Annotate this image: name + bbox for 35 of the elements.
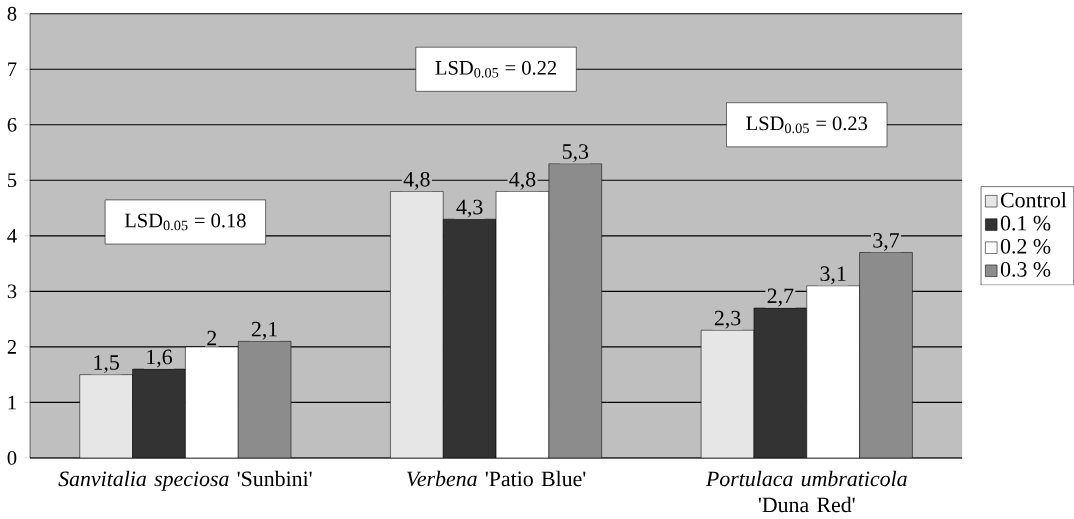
y-tick-label: 8	[7, 6, 17, 21]
legend-label: 0.1 %	[1000, 215, 1051, 231]
data-label: 2,1	[251, 321, 277, 340]
x-tick-label: Verbena 'Patio Blue'	[407, 470, 586, 487]
bar	[806, 285, 860, 458]
y-tick-label: 6	[7, 117, 17, 132]
bar	[185, 346, 239, 458]
data-label: 3,1	[820, 266, 846, 285]
data-label: 5,3	[562, 144, 589, 162]
y-tick-label: 4	[7, 229, 17, 243]
data-label: 4,8	[403, 171, 430, 190]
data-label: 3,7	[873, 233, 900, 251]
annotation: LSD$_{0.05}$ = 0.22	[435, 60, 557, 78]
y-tick-label: 3	[7, 284, 17, 299]
data-label: 2,7	[767, 288, 794, 307]
bar	[700, 329, 755, 458]
y-tick-label: 1	[8, 395, 16, 410]
legend-label: Control	[1000, 192, 1067, 208]
annotation: LSD$_{0.05}$ = 0.18	[124, 213, 246, 231]
x-tick-label: Portulaca umbraticola 'Duna Red'	[705, 470, 907, 513]
y-tick-label: 5	[8, 173, 17, 188]
bar	[79, 374, 133, 458]
data-label: 2,3	[714, 310, 741, 329]
data-label: 1,6	[147, 349, 172, 368]
data-label: 4,8	[509, 171, 536, 190]
y-tick-label: 2	[7, 340, 16, 354]
y-tick-label: 7	[8, 62, 17, 76]
annotation: LSD$_{0.05}$ = 0.23	[746, 116, 868, 134]
y-tick-label: 0	[7, 450, 17, 465]
data-label: 1,5	[94, 355, 119, 373]
legend-label: 0.2 %	[1000, 238, 1051, 254]
data-label: 2	[207, 330, 217, 346]
data-label: 4,3	[456, 199, 483, 218]
x-tick-label: Sanvitalia speciosa 'Sunbini'	[58, 470, 312, 491]
legend-label: 0.3 %	[1000, 261, 1051, 277]
